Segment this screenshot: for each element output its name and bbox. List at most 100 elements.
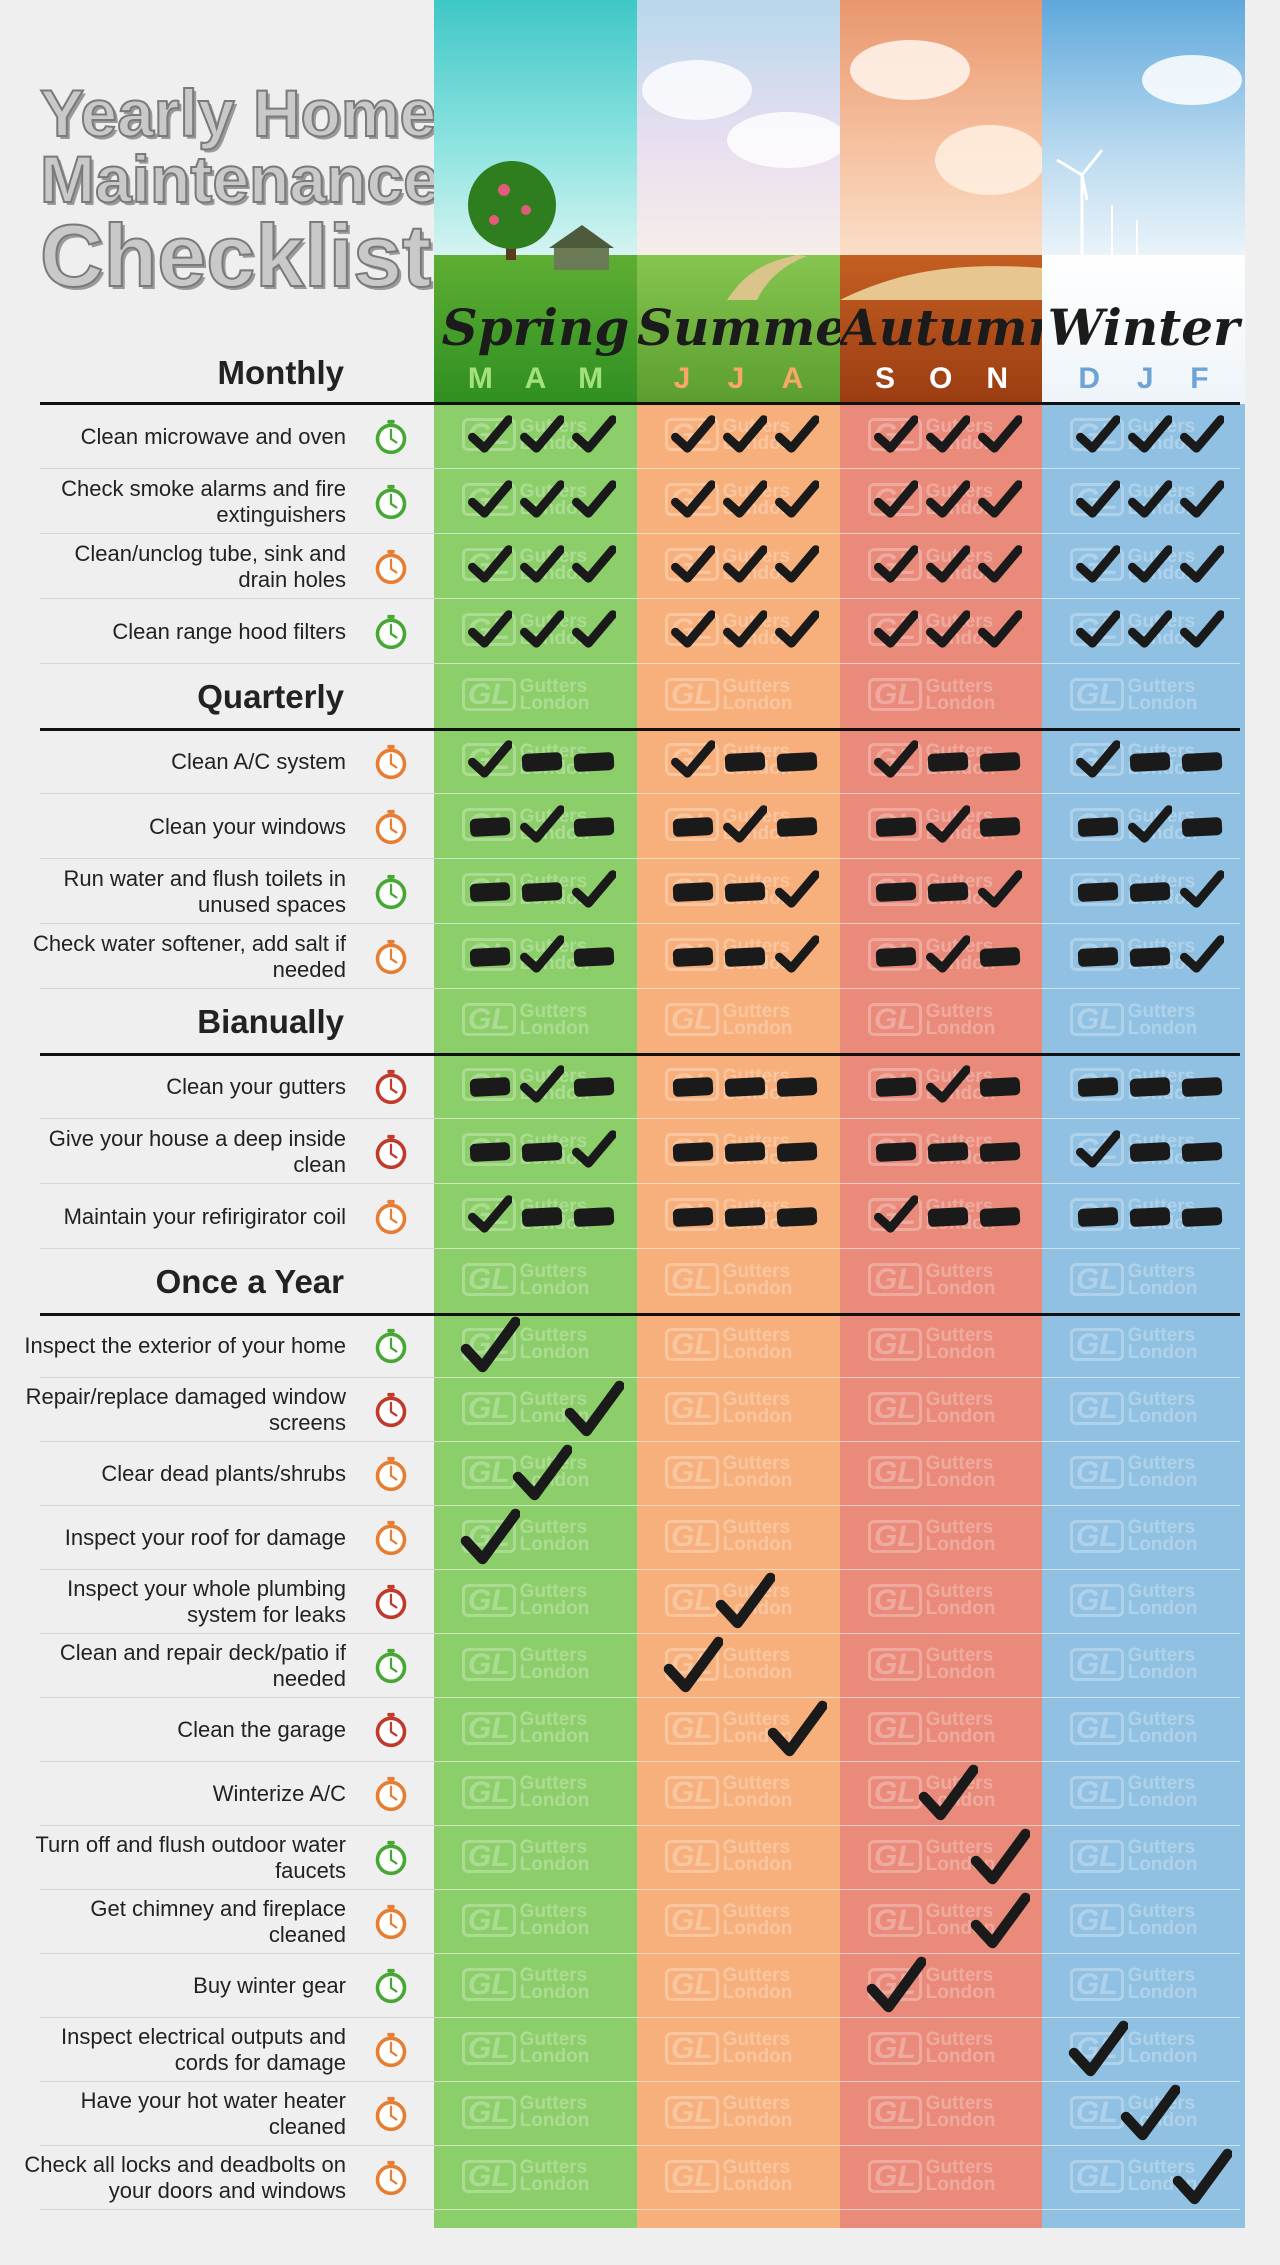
stopwatch-orange-icon (373, 2096, 409, 2132)
task-label: Turn off and flush outdoor water faucets (35, 1832, 346, 1883)
section-divider (40, 1313, 1240, 1316)
row-divider (40, 1761, 1240, 1762)
checkmark-icon (775, 868, 821, 917)
task-label: Clear dead plants/shrubs (101, 1461, 346, 1487)
season-sky (1042, 0, 1245, 270)
checkmark-icon (572, 478, 618, 527)
dash-mark (672, 1141, 714, 1162)
dash-mark (875, 881, 917, 902)
season-header-winter: Winter D J F (1042, 0, 1245, 404)
checkmark-icon (775, 933, 821, 982)
checkmark-icon (1172, 2148, 1233, 2213)
stopwatch-green-icon (373, 874, 409, 910)
checkmark-icon (1076, 1128, 1122, 1177)
season-header-autumn: Autumn S O N (840, 0, 1043, 404)
task-label: Check water softener, add salt if needed (32, 930, 346, 982)
checkmark-icon (572, 608, 618, 657)
dash-mark (521, 751, 563, 772)
dash-mark (1077, 946, 1119, 967)
row-divider-left (40, 2209, 438, 2210)
row-divider (40, 1377, 1240, 1378)
checkmark-icon (926, 1063, 972, 1112)
checkmark-icon (1076, 738, 1122, 787)
section-divider (40, 1053, 1240, 1056)
page-title: Yearly Home Maintenance Checklist (39, 79, 441, 301)
stopwatch-green-icon (373, 1968, 409, 2004)
dash-mark (1077, 816, 1119, 837)
task-label: Buy winter gear (193, 1973, 346, 1999)
row-divider-left (40, 2081, 438, 2082)
dash-mark (724, 751, 766, 772)
checkmark-icon (1180, 413, 1226, 462)
checkmark-icon (874, 1193, 920, 1242)
checkmark-icon (978, 478, 1024, 527)
month-label: N (986, 362, 1008, 395)
row-divider (40, 1697, 1240, 1698)
dash-mark (776, 1141, 818, 1162)
row-divider-left (40, 2017, 438, 2018)
row-divider (40, 1825, 1240, 1826)
checkmark-icon (1128, 608, 1174, 657)
season-ground (434, 255, 637, 404)
row-divider (40, 598, 1240, 599)
checkmark-icon (1128, 413, 1174, 462)
task-label: Clean your windows (149, 813, 346, 839)
season-illustration (1056, 55, 1242, 262)
month-label: M (467, 362, 493, 395)
checkmark-icon (775, 478, 821, 527)
checkmark-icon (874, 413, 920, 462)
dash-mark (469, 816, 511, 837)
task-label: Clean/unclog tube, sink and drain holes (74, 540, 346, 592)
dash-mark (1077, 881, 1119, 902)
checkmark-icon (1128, 543, 1174, 592)
stopwatch-red-icon (373, 1134, 409, 1170)
dash-mark (672, 946, 714, 967)
checkmark-icon (775, 608, 821, 657)
dash-mark (875, 1141, 917, 1162)
dash-mark (469, 946, 511, 967)
season-header-summer: Summer J J A (637, 0, 840, 404)
season-name: Spring (441, 298, 630, 357)
season-illustration (840, 40, 1043, 300)
dash-mark (927, 1141, 969, 1162)
dash-mark (776, 1076, 818, 1097)
stopwatch-orange-icon (373, 1456, 409, 1492)
row-divider (40, 1441, 1240, 1442)
row-divider (40, 1183, 1240, 1184)
checkmark-icon (874, 738, 920, 787)
checkmark-icon (520, 608, 566, 657)
checkmark-icon (723, 543, 769, 592)
stopwatch-orange-icon (373, 809, 409, 845)
checkmark-icon (978, 413, 1024, 462)
month-label: D (1078, 362, 1101, 395)
checkmark-icon (468, 738, 514, 787)
dash-mark (672, 881, 714, 902)
dash-mark (776, 751, 818, 772)
season-ground (1042, 255, 1245, 404)
dash-mark (1129, 1141, 1171, 1162)
checkmark-icon (520, 413, 566, 462)
row-divider-left (40, 1505, 438, 1506)
checkmark-icon (874, 608, 920, 657)
checkmark-icon (460, 1316, 521, 1381)
checkmark-icon (970, 1828, 1031, 1893)
task-label: Inspect your whole plumbing system for l… (67, 1576, 346, 1627)
dash-mark (724, 1141, 766, 1162)
task-label: Give your house a deep inside clean (48, 1125, 346, 1177)
row-divider-left (40, 1248, 438, 1249)
checkmark-icon (468, 608, 514, 657)
dash-mark (979, 816, 1021, 837)
stopwatch-orange-icon (373, 1904, 409, 1940)
checkmark-icon (1076, 413, 1122, 462)
task-label: Clean A/C system (171, 748, 346, 774)
season-name: Summer (637, 298, 840, 357)
task-label: Run water and flush toilets in unused sp… (63, 865, 347, 917)
stopwatch-orange-icon (373, 1199, 409, 1235)
section-title: Monthly (217, 354, 344, 391)
dash-mark (979, 751, 1021, 772)
stopwatch-green-icon (373, 1328, 409, 1364)
season-illustration (642, 60, 840, 300)
month-label: S (874, 362, 895, 395)
